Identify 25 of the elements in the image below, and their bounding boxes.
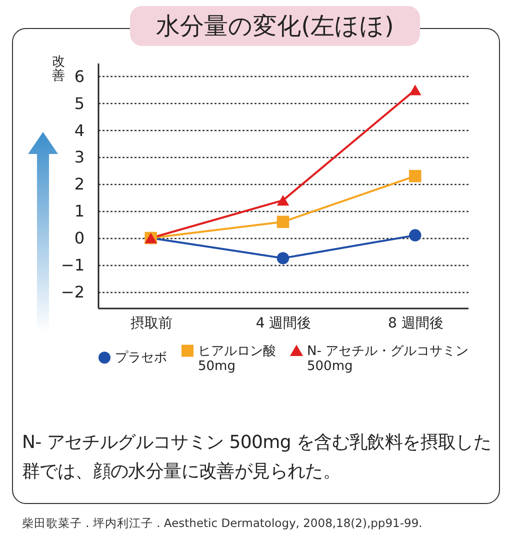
point xyxy=(409,170,422,182)
x-tick-label: 摂取前 xyxy=(130,316,172,332)
chart-title: 水分量の変化(左ほほ) xyxy=(130,6,420,46)
point xyxy=(276,195,290,206)
point xyxy=(276,252,290,264)
legend-label: プラセボ xyxy=(115,350,167,366)
text: 柴田歌菜子 . 坪内利江子 . Aesthetic Dermatology, 2008,18(2),pp91-99. xyxy=(22,516,422,531)
legend-label: ヒアルロン酸 50mg xyxy=(198,344,276,374)
point xyxy=(276,216,290,228)
y-tick-label: −2 xyxy=(60,282,84,302)
legend-label: N- アセチル・グルコサミン 500mg xyxy=(307,344,469,374)
point xyxy=(409,229,422,242)
text: N- アセチルグルコサミン 500mg を含む乳飲料を摂取した群では、顔の水分量に改善が見られた。 xyxy=(22,431,492,484)
y-tick-label: 1 xyxy=(74,202,84,221)
x-tick-label: 4 週間後 xyxy=(256,316,312,332)
y-tick-label: 4 xyxy=(74,120,84,140)
y-tick-label: 3 xyxy=(74,148,84,167)
y-tick-label: 6 xyxy=(74,66,84,86)
point xyxy=(409,84,422,96)
y-axis-title: 改善 xyxy=(52,54,65,84)
x-tick-label: 8 週間後 xyxy=(388,316,444,332)
y-tick-label: 0 xyxy=(74,228,84,248)
y-tick-label: −1 xyxy=(60,255,84,274)
y-tick-label: 2 xyxy=(74,174,84,194)
y-tick-label: 5 xyxy=(74,94,84,113)
